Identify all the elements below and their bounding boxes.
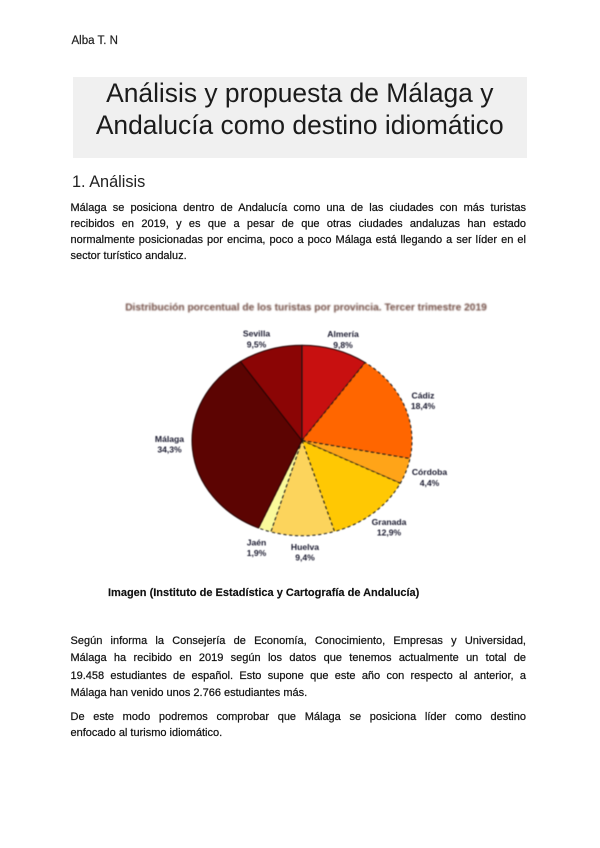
svg-text:9,8%: 9,8% [333,340,353,350]
svg-text:Huelva: Huelva [291,542,319,552]
svg-text:18,4%: 18,4% [411,401,436,411]
svg-text:Sevilla: Sevilla [243,329,270,339]
svg-text:Córdoba: Córdoba [412,467,448,477]
svg-text:9,4%: 9,4% [295,552,315,562]
svg-text:1,9%: 1,9% [247,548,267,558]
svg-text:4,4%: 4,4% [420,478,440,488]
svg-text:Jaén: Jaén [247,538,267,548]
svg-text:Cádiz: Cádiz [412,391,435,401]
svg-text:Distribución porcentual de los: Distribución porcentual de los turistas … [125,302,487,313]
svg-text:Almería: Almería [327,329,359,339]
svg-text:34,3%: 34,3% [157,445,182,455]
svg-text:Granada: Granada [372,517,407,527]
svg-text:12,9%: 12,9% [377,528,402,538]
svg-text:9,5%: 9,5% [247,340,267,350]
svg-text:Málaga: Málaga [155,434,184,444]
